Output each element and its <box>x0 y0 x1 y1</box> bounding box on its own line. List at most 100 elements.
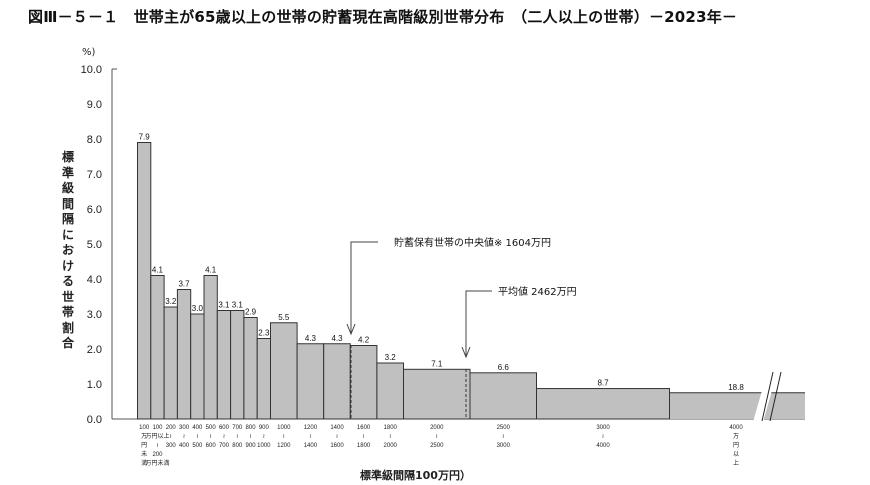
x-tick-label-line: 500 <box>192 443 203 449</box>
bar <box>163 306 178 420</box>
bar <box>176 289 192 420</box>
x-tick-label-line: 2000 <box>384 443 398 449</box>
x-tick-label-line: 400 <box>179 443 190 449</box>
bar-value-label: 3.2 <box>165 297 177 306</box>
bar-value-label: 8.7 <box>597 379 609 388</box>
median-arrow-line <box>350 241 378 334</box>
x-tick-label-line: 2500 <box>430 443 444 449</box>
x-tick-label: 600 <box>219 425 230 431</box>
x-tick-label-line: ≀ <box>210 434 212 440</box>
bar-value-label: 5.5 <box>278 313 290 322</box>
x-tick-label-line: 3000 <box>497 443 511 449</box>
x-tick-label-line: ≀ <box>389 434 391 440</box>
x-tick-label-line: 600 <box>206 443 217 449</box>
x-tick-label: 400 <box>192 425 203 431</box>
x-tick-label-line: 満 <box>141 459 147 467</box>
y-unit-label: %) <box>82 47 96 58</box>
x-tick-label-line: 万円以上 <box>145 432 169 440</box>
x-tick-label-line: 万円未満 <box>145 459 169 467</box>
y-tick-label: 0.0 <box>87 414 102 426</box>
x-tick-label-line: ≀ <box>336 434 338 440</box>
x-tick-label: 300 <box>179 425 190 431</box>
x-tick-label-line: 900 <box>246 443 257 449</box>
median-arrow-head-icon <box>346 323 356 336</box>
bar <box>536 388 670 420</box>
bar-value-label: 3.1 <box>218 301 230 310</box>
x-tick-label-line: ≀ <box>502 434 504 440</box>
x-tick-label-line: 1600 <box>330 443 344 449</box>
x-tick-label-line: 1800 <box>357 443 371 449</box>
axis-break-gap <box>752 370 778 422</box>
x-tick-label: 100 <box>152 425 163 431</box>
bar <box>469 372 537 420</box>
x-tick-label-line: 300 <box>166 443 177 449</box>
y-tick-label: 9.0 <box>87 99 102 111</box>
x-tick-label-line: ≀ <box>249 434 251 440</box>
bar-value-label: 3.7 <box>178 280 190 289</box>
bar <box>216 310 232 420</box>
y-tick-label: 1.0 <box>87 379 102 391</box>
bar <box>150 275 165 420</box>
x-tick-label: 100 <box>139 425 150 431</box>
x-tick-label-line: ≀ <box>283 434 285 440</box>
x-tick-label-line: 700 <box>219 443 230 449</box>
x-tick-label-line: ≀ <box>156 443 158 449</box>
bar-value-label: 6.6 <box>498 363 510 372</box>
x-tick-label-line: ≀ <box>170 434 172 440</box>
x-tick-label-line: ≀ <box>436 434 438 440</box>
bar <box>669 392 805 419</box>
y-tick-label: 5.0 <box>87 239 102 251</box>
x-tick-label-line: ≀ <box>602 434 604 440</box>
x-tick-label: 900 <box>259 425 270 431</box>
x-tick-label-line: 4000 <box>596 443 610 449</box>
x-tick-label-line: ≀ <box>309 434 311 440</box>
y-axis-label: 標準級間隔における世帯割合 <box>61 150 74 350</box>
x-tick-label: 3000 <box>596 425 610 431</box>
bar <box>190 313 205 420</box>
chart-title: 図Ⅲ－５－１ 世帯主が65歳以上の世帯の貯蓄現在高階級別世帯分布 （二人以上の世… <box>28 8 738 26</box>
x-tick-label-line: ≀ <box>183 434 185 440</box>
x-tick-label: 4000 <box>729 425 743 431</box>
x-tick-label-line: 1000 <box>257 443 271 449</box>
bar-value-label: 3.0 <box>192 304 204 313</box>
bar <box>243 317 258 420</box>
x-tick-label: 200 <box>166 425 177 431</box>
x-tick-label: 2000 <box>430 425 444 431</box>
bar <box>230 310 245 420</box>
x-tick-label-line: 万 <box>733 433 739 440</box>
bar-value-label: 4.2 <box>358 336 370 345</box>
mean-annotation: 平均値 2462万円 <box>498 285 577 298</box>
bar <box>376 362 404 420</box>
x-tick-label: 1400 <box>330 425 344 431</box>
bar <box>323 343 351 420</box>
x-axis-label: 標準級間隔100万円） <box>360 469 471 482</box>
x-tick-label: 700 <box>232 425 243 431</box>
bar <box>349 345 378 420</box>
mean-arrow-line <box>465 290 492 357</box>
bar-value-label: 4.1 <box>205 266 217 275</box>
bar-value-label: 3.2 <box>385 353 397 362</box>
y-tick-label: 2.0 <box>87 344 102 356</box>
x-tick-label-line: 以 <box>733 451 739 458</box>
bar-value-label: 7.1 <box>431 359 443 368</box>
bar-value-label: 4.3 <box>331 334 343 343</box>
bar-value-label: 3.1 <box>232 301 244 310</box>
bar-value-label: 4.1 <box>152 266 164 275</box>
bar-value-label: 2.9 <box>245 308 257 317</box>
axis-break-line <box>761 371 774 422</box>
bar <box>270 322 298 420</box>
x-tick-label: 1200 <box>304 425 318 431</box>
x-tick-label-line: ≀ <box>223 434 225 440</box>
x-tick-label: 1600 <box>357 425 371 431</box>
x-tick-label-line: ≀ <box>362 434 364 440</box>
mean-arrow-head-icon <box>461 346 471 359</box>
bar <box>256 338 272 420</box>
bar-value-label: 7.9 <box>139 133 151 142</box>
bar <box>296 343 325 420</box>
y-tick-label: 7.0 <box>87 169 102 181</box>
y-tick-label: 4.0 <box>87 274 102 286</box>
x-tick-label-line: 円 <box>141 442 147 449</box>
axis-break-line <box>769 371 782 422</box>
bar <box>203 275 218 420</box>
